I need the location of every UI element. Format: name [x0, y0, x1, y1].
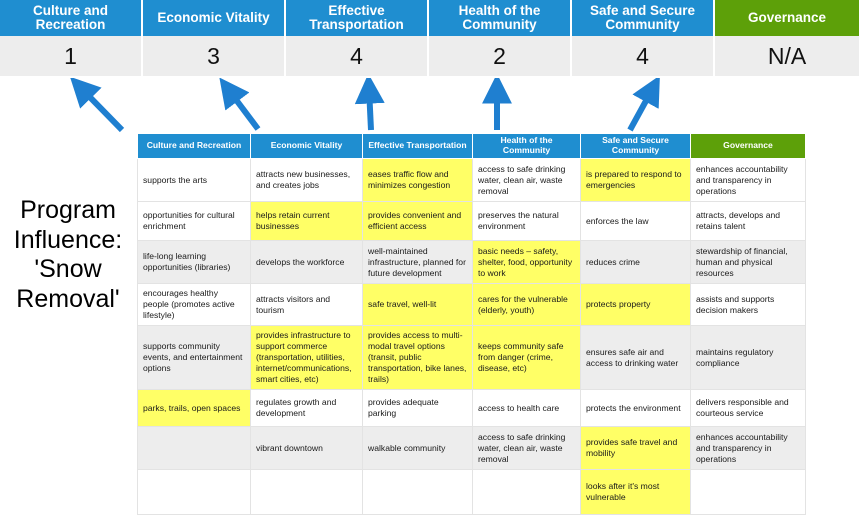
scorecard-header-governance: Governance — [715, 0, 859, 36]
matrix-cell: eases traffic flow and minimizes congest… — [362, 158, 473, 202]
matrix-header-row: Culture and Recreation Economic Vitality… — [137, 133, 806, 159]
matrix-header-safe-and-secure-community: Safe and Secure Community — [580, 133, 691, 159]
scorecard-value-effective-transportation: 4 — [286, 36, 429, 76]
table-row: opportunities for cultural enrichment he… — [137, 201, 806, 241]
scorecard-header-effective-transportation: Effective Transportation — [286, 0, 429, 36]
matrix-cell: assists and supports decision makers — [690, 283, 806, 326]
scorecard-value-economic-vitality: 3 — [143, 36, 286, 76]
matrix-cell: protects property — [580, 283, 691, 326]
matrix-cell: supports community events, and entertain… — [137, 325, 251, 390]
matrix-cell: parks, trails, open spaces — [137, 389, 251, 427]
arrow-effective-transportation — [354, 78, 385, 131]
matrix-cell: attracts, develops and retains talent — [690, 201, 806, 241]
scorecard-header-row: Culture and Recreation Economic Vitality… — [0, 0, 859, 36]
table-row: parks, trails, open spaces regulates gro… — [137, 389, 806, 427]
matrix-cell: enhances accountability and transparency… — [690, 426, 806, 470]
matrix-cell: opportunities for cultural enrichment — [137, 201, 251, 241]
scorecard-header-culture-and-recreation: Culture and Recreation — [0, 0, 143, 36]
arrow-group — [69, 78, 660, 133]
matrix-cell — [137, 426, 251, 470]
matrix-cell: basic needs – safety, shelter, food, opp… — [472, 240, 581, 284]
scorecard-value-governance: N/A — [715, 36, 859, 76]
scorecard-header-economic-vitality: Economic Vitality — [143, 0, 286, 36]
matrix-cell — [250, 469, 363, 515]
matrix-cell: access to health care — [472, 389, 581, 427]
caption-line-1: Program — [20, 196, 116, 224]
matrix-cell: delivers responsible and courteous servi… — [690, 389, 806, 427]
matrix-cell: reduces crime — [580, 240, 691, 284]
matrix-cell: provides access to multi-modal travel op… — [362, 325, 473, 390]
matrix-cell: maintains regulatory compliance — [690, 325, 806, 390]
caption-line-2: Influence: — [13, 225, 123, 254]
scorecard-header-safe-and-secure-community: Safe and Secure Community — [572, 0, 715, 36]
matrix-cell: vibrant downtown — [250, 426, 363, 470]
matrix-cell: walkable community — [362, 426, 473, 470]
matrix-cell: develops the workforce — [250, 240, 363, 284]
arrow-culture-and-recreation — [69, 78, 125, 133]
scorecard-value-culture-and-recreation: 1 — [0, 36, 143, 76]
program-influence-caption: Program Influence: 'Snow Removal' — [2, 196, 134, 314]
matrix-cell — [690, 469, 806, 515]
scorecard-header-health-of-the-community: Health of the Community — [429, 0, 572, 36]
matrix-cell: enforces the law — [580, 201, 691, 241]
table-row: looks after it's most vulnerable — [137, 469, 806, 515]
matrix-cell: helps retain current businesses — [250, 201, 363, 241]
matrix-cell: looks after it's most vulnerable — [580, 469, 691, 515]
matrix-cell — [137, 469, 251, 515]
matrix-cell: attracts new businesses, and creates job… — [250, 158, 363, 202]
matrix-cell — [362, 469, 473, 515]
matrix-cell: preserves the natural environment — [472, 201, 581, 241]
matrix-cell: is prepared to respond to emergencies — [580, 158, 691, 202]
matrix-cell: encourages healthy people (promotes acti… — [137, 283, 251, 326]
matrix-header-health-of-the-community: Health of the Community — [472, 133, 581, 159]
matrix-header-effective-transportation: Effective Transportation — [362, 133, 473, 159]
table-row: supports community events, and entertain… — [137, 325, 806, 390]
matrix-cell: life-long learning opportunities (librar… — [137, 240, 251, 284]
arrow-economic-vitality — [219, 78, 261, 131]
table-row: encourages healthy people (promotes acti… — [137, 283, 806, 326]
caption-line-4: Removal' — [16, 284, 120, 313]
arrow-safe-and-secure-community — [627, 78, 660, 132]
table-row: vibrant downtown walkable community acce… — [137, 426, 806, 470]
matrix-cell: cares for the vulnerable (elderly, youth… — [472, 283, 581, 326]
matrix-cell: provides adequate parking — [362, 389, 473, 427]
scorecard-bar: Culture and Recreation Economic Vitality… — [0, 0, 859, 80]
matrix-cell — [472, 469, 581, 515]
matrix-cell: supports the arts — [137, 158, 251, 202]
scorecard-value-health-of-the-community: 2 — [429, 36, 572, 76]
matrix-header-economic-vitality: Economic Vitality — [250, 133, 363, 159]
matrix-cell: keeps community safe from danger (crime,… — [472, 325, 581, 390]
matrix-cell: access to safe drinking water, clean air… — [472, 158, 581, 202]
matrix-cell: stewardship of financial, human and phys… — [690, 240, 806, 284]
matrix-cell: access to safe drinking water, clean air… — [472, 426, 581, 470]
matrix-cell: protects the environment — [580, 389, 691, 427]
table-row: life-long learning opportunities (librar… — [137, 240, 806, 284]
matrix-cell: well-maintained infrastructure, planned … — [362, 240, 473, 284]
matrix-cell: ensures safe air and access to drinking … — [580, 325, 691, 390]
table-row: supports the arts attracts new businesse… — [137, 158, 806, 202]
scorecard-value-row: 1 3 4 2 4 N/A — [0, 36, 859, 76]
matrix-cell: enhances accountability and transparency… — [690, 158, 806, 202]
caption-line-3: 'Snow — [34, 255, 102, 283]
matrix-cell: regulates growth and development — [250, 389, 363, 427]
scorecard-value-safe-and-secure-community: 4 — [572, 36, 715, 76]
influence-matrix-table: Culture and Recreation Economic Vitality… — [137, 133, 806, 515]
matrix-cell: provides safe travel and mobility — [580, 426, 691, 470]
matrix-header-governance: Governance — [690, 133, 806, 159]
matrix-cell: attracts visitors and tourism — [250, 283, 363, 326]
matrix-cell: provides infrastructure to support comme… — [250, 325, 363, 390]
matrix-header-culture-and-recreation: Culture and Recreation — [137, 133, 251, 159]
matrix-cell: provides convenient and efficient access — [362, 201, 473, 241]
matrix-cell: safe travel, well-lit — [362, 283, 473, 326]
